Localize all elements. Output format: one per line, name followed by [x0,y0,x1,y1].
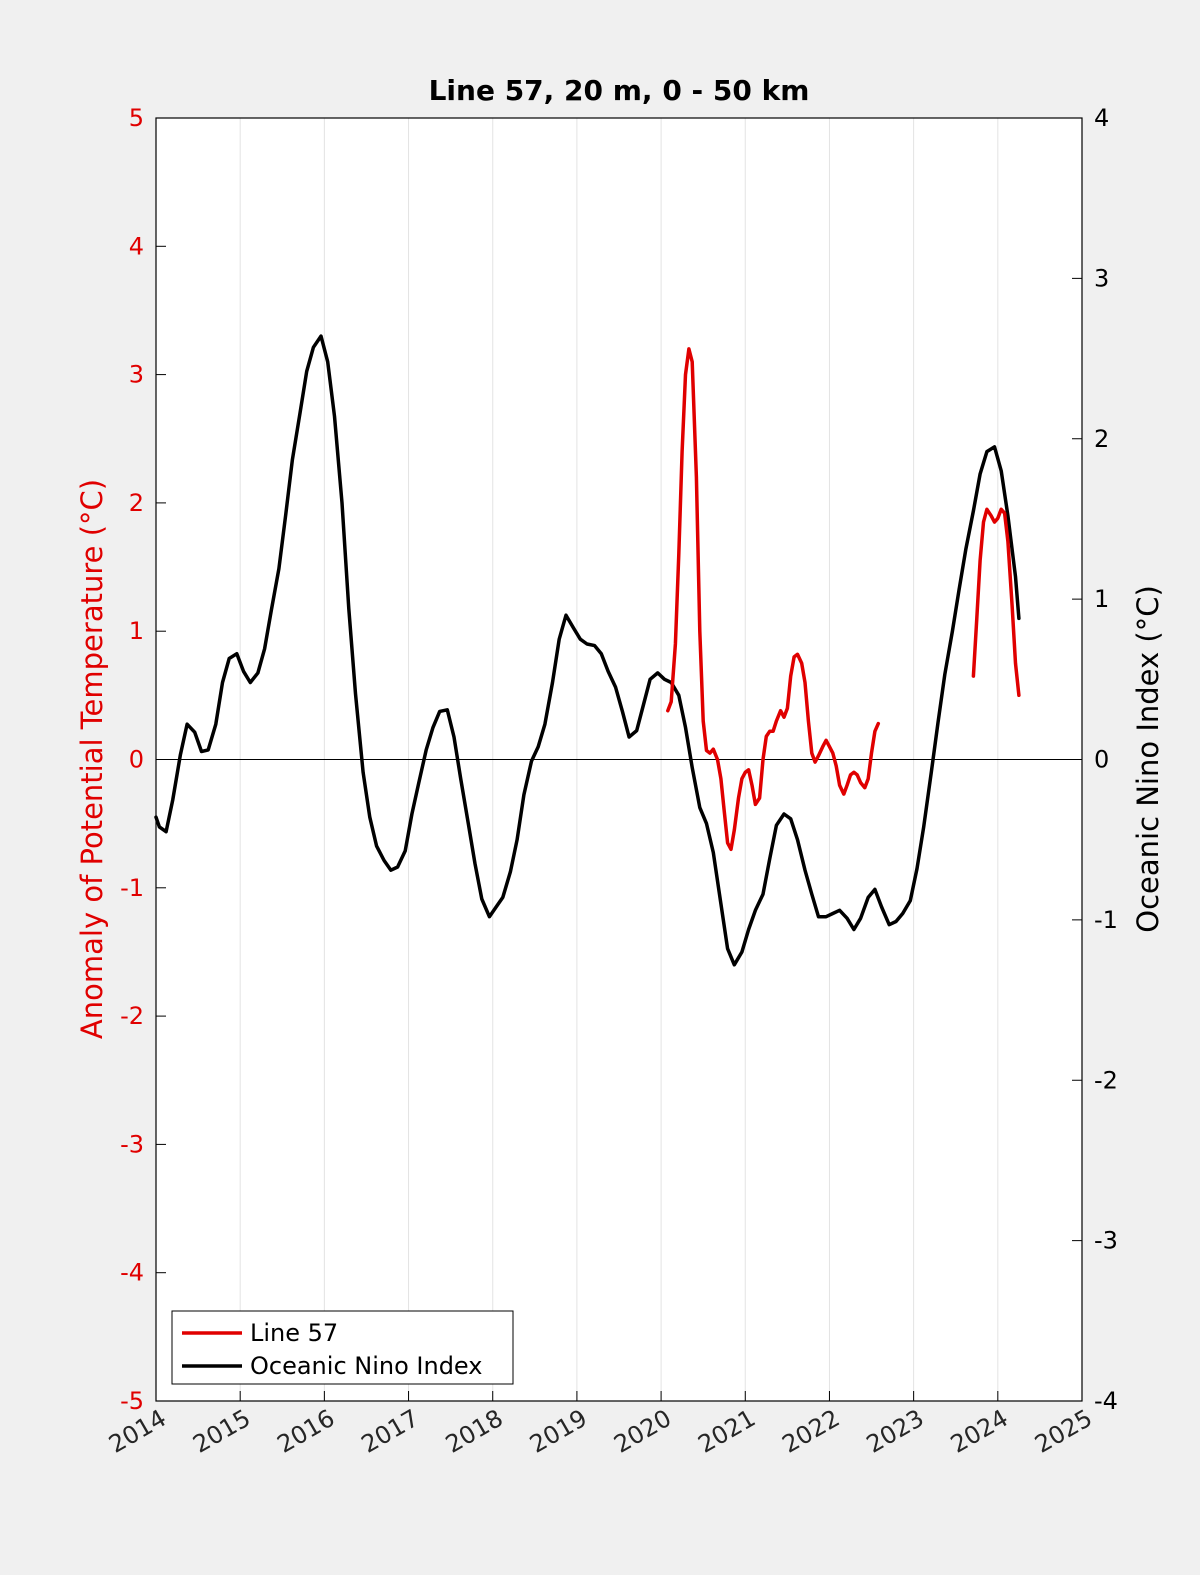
right-y-tick-label: 4 [1094,104,1109,132]
x-tick-label: 2015 [188,1404,255,1459]
x-tick-label: 2023 [862,1404,929,1459]
legend-label-oceanic-nino-index: Oceanic Nino Index [250,1352,482,1380]
right-y-tick-label: 2 [1094,425,1109,453]
x-tick-label: 2025 [1030,1404,1097,1459]
right-y-tick-label: -3 [1094,1227,1118,1255]
legend-label-line-57: Line 57 [250,1319,338,1347]
left-y-tick-label: 1 [129,617,144,645]
left-y-tick-label: -1 [120,874,144,902]
x-tick-label: 2020 [609,1404,676,1459]
left-y-tick-label: -4 [120,1259,144,1287]
left-y-tick-label: 2 [129,489,144,517]
series-layer [154,334,1021,967]
x-tick-label: 2022 [778,1404,845,1459]
left-y-tick-label: -2 [120,1002,144,1030]
legend: Line 57 Oceanic Nino Index [171,1310,514,1385]
right-y-tick-label: -2 [1094,1066,1118,1094]
left-y-tick-label: -3 [120,1130,144,1158]
right-y-tick-label: 1 [1094,585,1109,613]
left-y-tick-label: 0 [129,746,144,774]
right-y-tick-label: -4 [1094,1387,1118,1415]
x-tick-label: 2016 [272,1404,339,1459]
left-y-axis-ticks: 5 4 3 2 1 0 -1 -2 -3 -4 -5 [120,104,166,1415]
right-y-axis-label: Oceanic Nino Index (°C) [1131,585,1165,933]
x-tick-label: 2021 [693,1404,760,1459]
series-line-oceanic-nino-index [154,334,1021,967]
right-y-tick-label: -1 [1094,906,1118,934]
x-tick-label: 2019 [525,1404,592,1459]
x-tick-label: 2017 [357,1404,424,1459]
chart-title: Line 57, 20 m, 0 - 50 km [429,74,810,107]
right-y-tick-label: 3 [1094,264,1109,292]
left-y-tick-label: 4 [129,232,144,260]
series-line-line-57 [666,347,881,852]
series-line-line-57 [971,507,1021,698]
x-tick-label: 2024 [946,1404,1013,1459]
right-y-tick-label: 0 [1094,746,1109,774]
left-y-axis-label: Anomaly of Potential Temperature (°C) [75,479,109,1039]
left-y-tick-label: -5 [120,1387,144,1415]
left-y-tick-label: 3 [129,361,144,389]
x-tick-label: 2018 [441,1404,508,1459]
left-y-tick-label: 5 [129,104,144,132]
legend-box [171,1310,514,1385]
right-y-axis-ticks: 4 3 2 1 0 -1 -2 -3 -4 [1072,104,1118,1415]
